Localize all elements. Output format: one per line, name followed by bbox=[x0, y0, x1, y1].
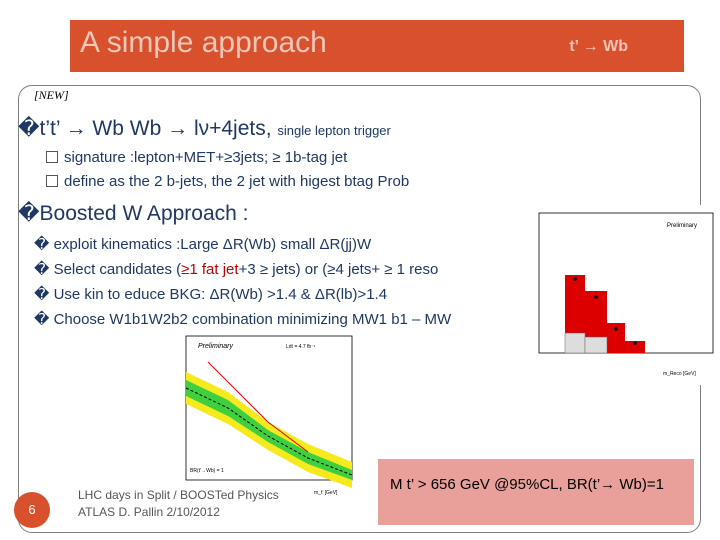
plot2-preliminary: Preliminary bbox=[198, 343, 234, 350]
main-bullet-note: single lepton trigger bbox=[277, 123, 391, 138]
plot2-xlabel: m_t’ [GeV] bbox=[314, 490, 338, 496]
result-text: M t’ > 656 GeV @95%CL, BR(t’→ Wb)=1 bbox=[390, 476, 664, 493]
footer: LHC days in Split / BOOSTed Physics ATLA… bbox=[78, 488, 279, 519]
title-bar: A simple approach t’ → Wb bbox=[70, 20, 684, 72]
plot2-lumi: Ldt = 4.7 fb⁻¹ bbox=[286, 344, 316, 350]
main-bullet: �t’t’ → Wb Wb → lν+4jets, single lepton … bbox=[18, 116, 391, 141]
limit-plot: Preliminary Ldt = 4.7 fb⁻¹ BR(t’→Wb) = 1… bbox=[168, 332, 356, 500]
slide-title: A simple approach bbox=[80, 26, 327, 59]
checkbox-icon bbox=[46, 175, 58, 187]
result-box: M t’ > 656 GeV @95%CL, BR(t’→ Wb)=1 bbox=[378, 459, 694, 525]
main-bullet-text: t’t’ → Wb Wb → lν+4jets, bbox=[39, 117, 272, 140]
new-tag: [NEW] bbox=[34, 88, 69, 102]
page-number: 6 bbox=[14, 492, 50, 528]
plot1-preliminary: Preliminary bbox=[667, 223, 697, 229]
footer-line-1: LHC days in Split / BOOSTed Physics bbox=[78, 488, 279, 502]
footer-line-2: ATLAS D. Pallin 2/10/2012 bbox=[78, 505, 220, 519]
boosted-item-2: � Select candidates (≥1 fat jet+3 ≥ jets… bbox=[34, 261, 439, 278]
plot2-br-label: BR(t’→Wb) = 1 bbox=[190, 468, 224, 474]
bullet-marker: � bbox=[18, 202, 40, 225]
sub-item-2: define as the 2 b-jets, the 2 jet with h… bbox=[46, 173, 409, 190]
sub-item-1: signature :lepton+MET+≥3jets; ≥ 1b-tag j… bbox=[46, 149, 347, 166]
boosted-heading: �Boosted W Approach : bbox=[18, 202, 249, 225]
bullet-marker: � bbox=[18, 117, 40, 140]
title-right-label: t’ → Wb bbox=[569, 38, 628, 55]
boosted-item-4: � Choose W1b1W2b2 combination minimizing… bbox=[34, 311, 452, 328]
mass-histogram: Preliminary m_Reco [GeV] bbox=[517, 205, 717, 385]
boosted-item-1: � exploit kinematics :Large ΔR(Wb) small… bbox=[34, 236, 372, 253]
boosted-item-3: � Use kin to educe BKG: ΔR(Wb) >1.4 & ΔR… bbox=[34, 286, 388, 303]
plot1-xlabel: m_Reco [GeV] bbox=[663, 371, 696, 377]
checkbox-icon bbox=[46, 151, 58, 163]
